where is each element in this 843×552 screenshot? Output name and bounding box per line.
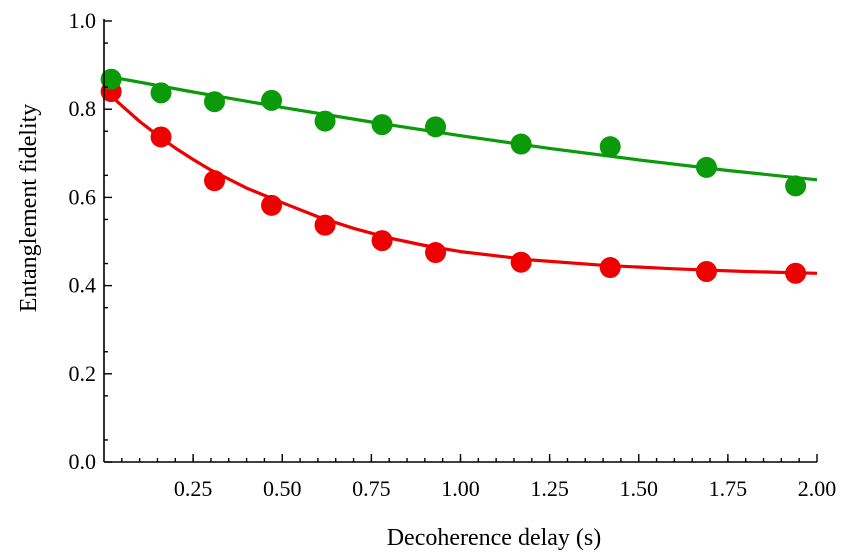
- x-tick-label: 0.75: [352, 476, 391, 501]
- data-point-1: [314, 214, 336, 236]
- y-tick-label: 0.4: [69, 273, 97, 298]
- data-point-0: [204, 91, 226, 113]
- y-tick-label: 0.0: [69, 449, 97, 474]
- data-point-0: [150, 82, 172, 104]
- x-tick-label: 1.50: [620, 476, 659, 501]
- data-point-1: [425, 242, 447, 264]
- data-point-1: [204, 170, 226, 192]
- x-tick-label: 0.50: [263, 476, 302, 501]
- data-point-0: [425, 116, 447, 138]
- y-tick-label: 0.8: [69, 96, 97, 121]
- x-tick-label: 1.75: [709, 476, 748, 501]
- y-axis-title: Entanglement fidelity: [16, 104, 42, 313]
- x-tick-label: 0.25: [174, 476, 213, 501]
- data-point-0: [371, 114, 393, 136]
- data-point-1: [510, 251, 532, 273]
- data-point-0: [261, 89, 283, 111]
- y-tick-label: 1.0: [69, 8, 97, 33]
- y-tick-label: 0.6: [69, 184, 97, 209]
- data-point-0: [599, 136, 621, 158]
- axes: 0.0 0.2 0.4 0.6 0.8 1.0 0.25 0.50 0.75 1.00 1.25 1.…: [69, 8, 837, 501]
- data-point-1: [599, 257, 621, 279]
- data-point-1: [785, 262, 807, 284]
- data-point-0: [785, 175, 807, 197]
- x-tick-label: 1.00: [441, 476, 480, 501]
- x-tick-label: 1.25: [530, 476, 569, 501]
- data-point-1: [150, 126, 172, 148]
- data-point-1: [371, 230, 393, 252]
- data-point-1: [261, 194, 283, 216]
- data-point-0: [100, 68, 122, 90]
- data-point-0: [510, 133, 532, 155]
- data-point-1: [695, 260, 717, 282]
- x-tick-label: 2.00: [798, 476, 837, 501]
- y-tick-label: 0.2: [69, 361, 97, 386]
- data-point-0: [314, 110, 336, 132]
- plot-area: [100, 68, 818, 284]
- x-axis-title: Decoherence delay (s): [387, 525, 602, 551]
- data-point-0: [695, 156, 717, 178]
